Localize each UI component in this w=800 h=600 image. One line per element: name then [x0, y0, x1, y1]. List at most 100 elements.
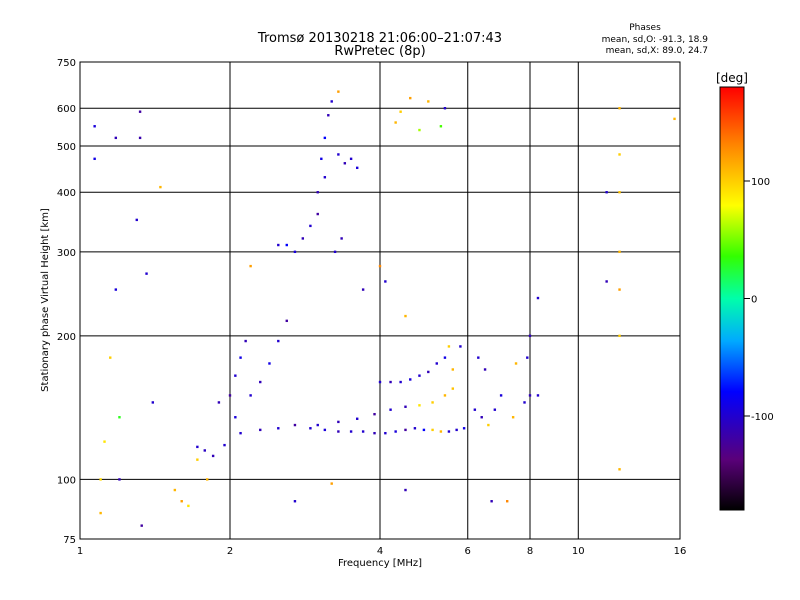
scatter-point	[327, 114, 330, 117]
scatter-point	[244, 339, 247, 343]
scatter-point	[394, 430, 397, 433]
scatter-point	[118, 416, 121, 419]
scatter-point	[536, 394, 540, 397]
scatter-point	[477, 356, 480, 359]
x-tick-label: 1	[77, 546, 83, 557]
scatter-point	[435, 362, 438, 365]
scatter-point	[187, 504, 190, 508]
chart-subtitle: RwPretec (8p)	[334, 44, 425, 59]
scatter-point	[514, 362, 518, 365]
phase-colorbar: [deg] 100 0 -100	[716, 71, 774, 511]
scatter-point	[409, 96, 412, 100]
scatter-point	[389, 408, 392, 411]
stats-heading: Phases	[629, 23, 661, 33]
scatter-point	[268, 362, 271, 365]
scatter-point	[431, 428, 434, 432]
scatter-point	[409, 378, 412, 381]
scatter-point	[526, 356, 529, 359]
scatter-point	[249, 394, 252, 397]
scatter-point	[109, 356, 112, 359]
scatter-point	[135, 218, 138, 222]
scatter-point	[605, 191, 608, 194]
colorbar-tick-label: 100	[751, 177, 770, 188]
scatter-point	[138, 110, 142, 113]
scatter-point	[499, 394, 503, 397]
scatter-point	[349, 430, 353, 433]
scatter-point	[93, 125, 96, 128]
scatter-point	[337, 430, 340, 433]
scatter-point	[340, 237, 343, 240]
scatter-point	[211, 454, 215, 458]
scatter-point	[99, 478, 102, 481]
scatter-point	[361, 430, 365, 433]
y-tick-label: 500	[57, 142, 76, 153]
scatter-points	[93, 90, 676, 527]
scatter-point	[249, 264, 252, 268]
scatter-point	[180, 500, 183, 503]
x-axis-label: Frequency [MHz]	[338, 558, 422, 569]
scatter-point	[373, 431, 376, 435]
scatter-point	[355, 417, 359, 420]
scatter-point	[330, 482, 333, 485]
x-tick-label: 2	[227, 546, 233, 557]
grid-lines	[80, 62, 680, 539]
scatter-point	[493, 408, 497, 411]
scatter-point	[234, 374, 237, 377]
scatter-point	[618, 334, 621, 338]
scatter-point	[285, 243, 288, 247]
scatter-point	[404, 428, 407, 432]
x-tick-label: 8	[527, 546, 533, 557]
scatter-point	[323, 428, 327, 432]
scatter-point	[455, 428, 458, 432]
scatter-point	[234, 416, 237, 419]
scatter-point	[389, 380, 392, 384]
scatter-point	[259, 380, 262, 384]
scatter-point	[418, 404, 421, 407]
scatter-point	[285, 319, 288, 323]
scatter-point	[196, 445, 199, 449]
colorbar-tick-label: 0	[751, 295, 757, 306]
scatter-point	[349, 157, 353, 161]
scatter-point	[159, 185, 162, 189]
scatter-point	[447, 345, 451, 348]
scatter-point	[223, 443, 226, 447]
scatter-point	[205, 478, 209, 481]
scatter-point	[343, 162, 347, 165]
scatter-point	[239, 431, 242, 435]
y-axis-label: Stationary phase Virtual Height [km]	[40, 208, 51, 392]
scatter-point	[378, 380, 382, 384]
scatter-point	[443, 107, 447, 110]
scatter-point	[93, 157, 96, 161]
scatter-point	[277, 339, 280, 343]
scatter-point	[384, 280, 387, 283]
y-tick-label: 200	[57, 332, 76, 343]
scatter-point	[536, 296, 540, 300]
scatter-point	[293, 500, 297, 503]
scatter-point	[277, 243, 280, 247]
scatter-point	[145, 272, 148, 275]
colorbar-label: [deg]	[716, 71, 748, 85]
x-tick-label: 4	[377, 546, 383, 557]
scatter-point	[337, 153, 340, 156]
scatter-point	[480, 416, 483, 419]
stats-o-mode: mean, sd,O: -91.3, 18.9	[602, 35, 709, 45]
y-tick-label: 400	[57, 188, 76, 199]
scatter-point	[293, 250, 297, 254]
scatter-point	[473, 408, 477, 411]
scatter-point	[418, 128, 421, 132]
scatter-point	[323, 176, 327, 179]
scatter-point	[138, 136, 142, 140]
y-tick-labels: 75 100 200 300 400 500 600 750	[57, 58, 76, 546]
scatter-point	[618, 153, 621, 156]
scatter-point	[151, 401, 155, 404]
scatter-point	[404, 314, 407, 318]
y-tick-label: 75	[63, 535, 76, 546]
scatter-point	[99, 511, 102, 515]
scatter-point	[443, 356, 447, 359]
scatter-point	[259, 428, 262, 432]
scatter-point	[439, 125, 443, 128]
scatter-point	[384, 431, 387, 435]
scatter-point	[451, 368, 455, 371]
scatter-point	[511, 416, 515, 419]
scatter-point	[431, 401, 434, 404]
